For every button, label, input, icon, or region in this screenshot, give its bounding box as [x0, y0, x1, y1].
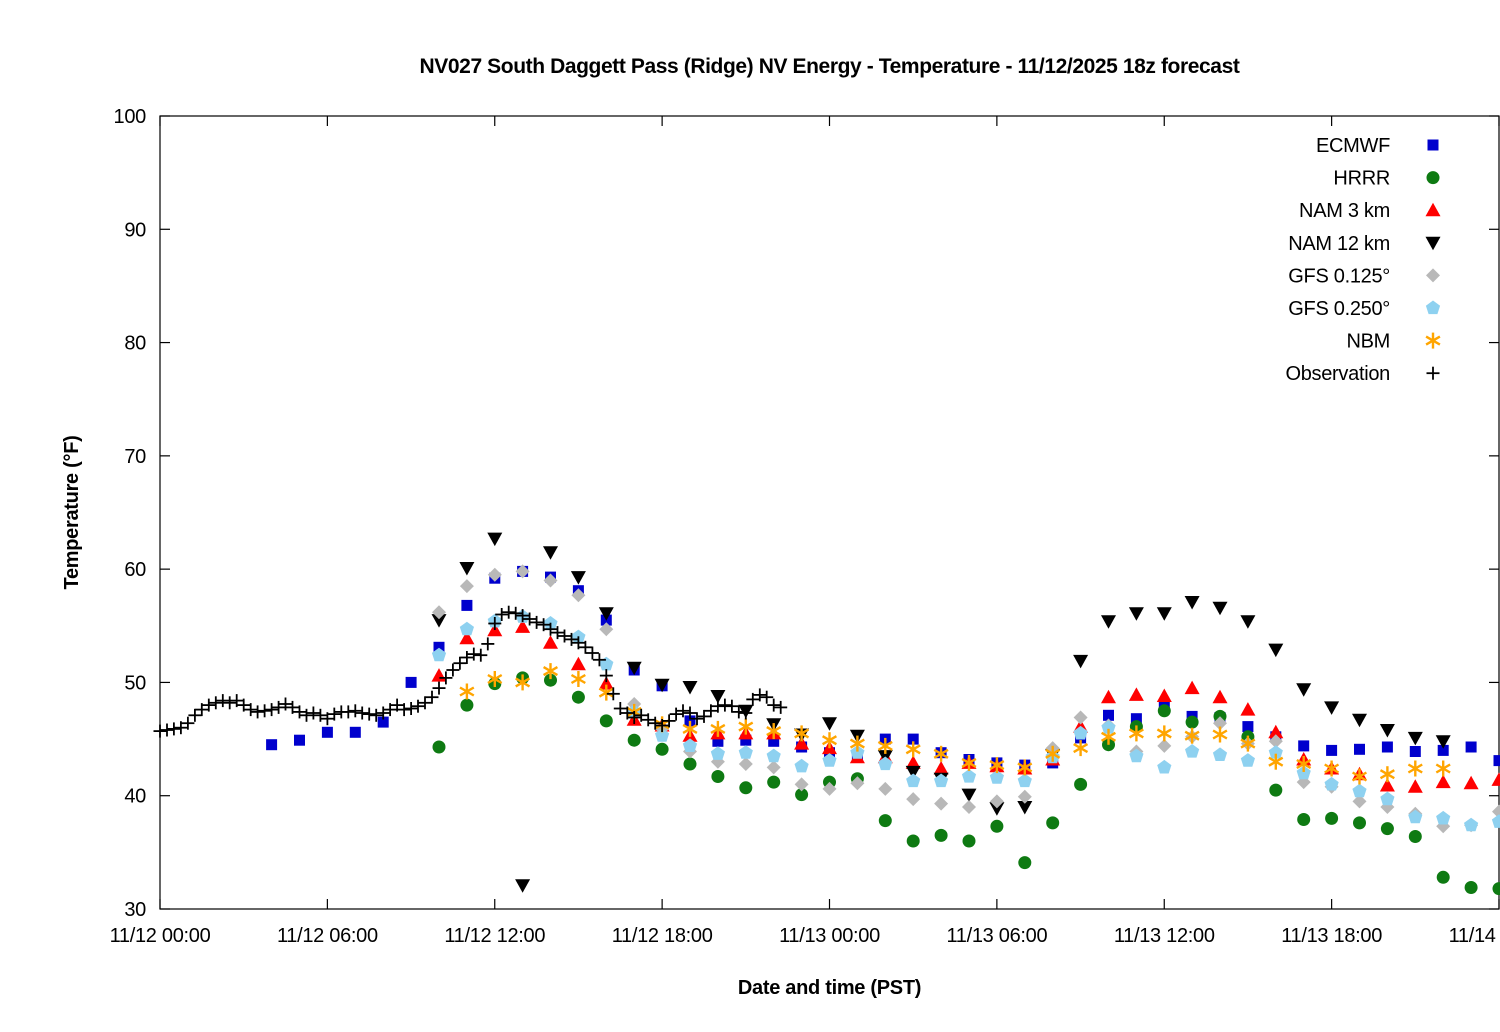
series-nam-3-km	[432, 619, 1500, 792]
legend-item-observation: Observation	[1285, 363, 1439, 385]
legend-label: ECMWF	[1316, 135, 1390, 157]
y-tick-label: 100	[114, 106, 147, 128]
x-tick-label: 11/13 00:00	[779, 925, 880, 947]
legend-label: Observation	[1285, 363, 1390, 385]
y-tick-label: 80	[124, 333, 146, 355]
y-tick-label: 90	[124, 219, 146, 241]
series-gfs-0-250	[432, 609, 1500, 831]
x-tick-label: 11/12 18:00	[612, 925, 713, 947]
legend-label: NAM 3 km	[1299, 200, 1390, 222]
legend-label: NAM 12 km	[1288, 233, 1390, 255]
legend-item-hrrr: HRRR	[1333, 168, 1439, 190]
chart-canvas: 11/12 00:00 11/12 06:00 11/12 12:00 11/12 1…	[40, 16, 1500, 1016]
y-tick-label: 70	[124, 446, 146, 468]
x-tick-label: 11/12 06:00	[277, 925, 378, 947]
series-ecmwf	[266, 566, 1500, 771]
legend-label: GFS 0.125°	[1288, 265, 1390, 287]
x-tick-label: 11/12 00:00	[110, 925, 211, 947]
x-tick-label: 11/13 12:00	[1114, 925, 1215, 947]
legend-label: HRRR	[1333, 168, 1390, 190]
x-tick-label: 11/13 18:00	[1281, 925, 1382, 947]
y-axis-label: Temperature (°F)	[61, 436, 83, 590]
x-axis-label: Date and time (PST)	[738, 977, 921, 999]
legend-label: GFS 0.250°	[1288, 298, 1390, 320]
chart-title: NV027 South Daggett Pass (Ridge) NV Ener…	[420, 55, 1240, 78]
x-tick-label: 11/13 06:00	[946, 925, 1047, 947]
y-tick-label: 40	[124, 786, 146, 808]
legend-item-nbm: NBM	[1346, 331, 1439, 353]
temperature-forecast-chart: 11/12 00:00 11/12 06:00 11/12 12:00 11/12 1…	[40, 16, 1500, 1016]
series-hrrr	[433, 671, 1500, 895]
legend-label: NBM	[1346, 331, 1390, 353]
legend-item-ecmwf: ECMWF	[1316, 135, 1439, 157]
legend-item-gfs-0-250: GFS 0.250°	[1288, 298, 1440, 320]
x-tick-label: 11/14 00:00	[1449, 925, 1500, 947]
y-tick-label: 50	[124, 672, 146, 694]
y-tick-label: 60	[124, 559, 146, 581]
legend: ECMWF HRRR NAM 3 km NAM 12 km GFS 0.125° GFS …	[1285, 135, 1440, 385]
x-tick-label: 11/12 12:00	[444, 925, 545, 947]
legend-item-gfs-0-125: GFS 0.125°	[1288, 265, 1440, 287]
y-tick-label: 30	[124, 899, 146, 921]
legend-item-nam-12-km: NAM 12 km	[1288, 233, 1440, 255]
legend-item-nam-3-km: NAM 3 km	[1299, 200, 1440, 222]
